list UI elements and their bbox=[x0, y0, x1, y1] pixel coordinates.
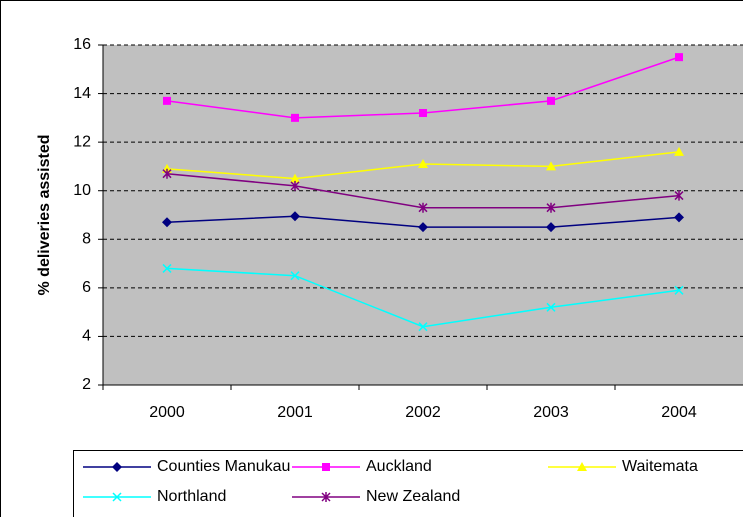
x-tick-label: 2002 bbox=[405, 404, 441, 421]
plot-area bbox=[103, 45, 743, 385]
data-point bbox=[162, 168, 172, 179]
x-tick-label: 2003 bbox=[533, 404, 569, 421]
y-tick-label: 4 bbox=[82, 328, 91, 345]
x-tick-label: 2001 bbox=[277, 404, 313, 421]
data-point bbox=[675, 53, 683, 62]
data-point bbox=[291, 113, 299, 122]
y-tick-label: 16 bbox=[73, 36, 91, 53]
data-point bbox=[290, 211, 300, 222]
x-tick-label: 2004 bbox=[661, 404, 697, 421]
data-point bbox=[674, 212, 684, 223]
legend-label: Auckland bbox=[366, 458, 432, 475]
data-point bbox=[290, 271, 300, 281]
y-tick-label: 2 bbox=[82, 376, 91, 393]
data-point bbox=[290, 180, 300, 191]
legend-label: Counties Manukau bbox=[157, 458, 290, 475]
legend-label: New Zealand bbox=[366, 488, 460, 505]
legend-marker bbox=[112, 462, 122, 472]
y-tick-label: 6 bbox=[82, 279, 91, 296]
data-point bbox=[418, 159, 428, 168]
data-point bbox=[546, 202, 556, 213]
data-point bbox=[546, 222, 556, 233]
data-point bbox=[418, 202, 428, 213]
data-point bbox=[546, 161, 556, 171]
legend-box bbox=[73, 450, 743, 517]
x-tick-label: 2000 bbox=[149, 404, 185, 421]
y-tick-label: 14 bbox=[73, 85, 91, 102]
data-point bbox=[163, 96, 171, 105]
data-point bbox=[162, 263, 172, 273]
data-point bbox=[546, 302, 556, 312]
data-point bbox=[162, 217, 172, 228]
legend-label: Northland bbox=[157, 488, 226, 505]
data-point bbox=[674, 285, 684, 295]
data-point bbox=[674, 146, 684, 156]
legend-label: Waitemata bbox=[622, 458, 698, 475]
legend-marker bbox=[322, 463, 330, 471]
data-point bbox=[674, 190, 684, 201]
legend-marker bbox=[321, 492, 331, 502]
data-point bbox=[547, 96, 555, 105]
y-tick-label: 12 bbox=[73, 133, 91, 150]
data-point bbox=[290, 173, 300, 183]
data-point bbox=[418, 322, 428, 332]
legend-marker bbox=[112, 492, 122, 502]
y-tick-label: 8 bbox=[82, 231, 91, 248]
legend-marker bbox=[577, 462, 587, 471]
y-axis-label: % deliveries assisted bbox=[36, 135, 53, 296]
data-point bbox=[419, 109, 427, 117]
data-point bbox=[418, 222, 428, 233]
y-tick-label: 10 bbox=[73, 182, 91, 199]
